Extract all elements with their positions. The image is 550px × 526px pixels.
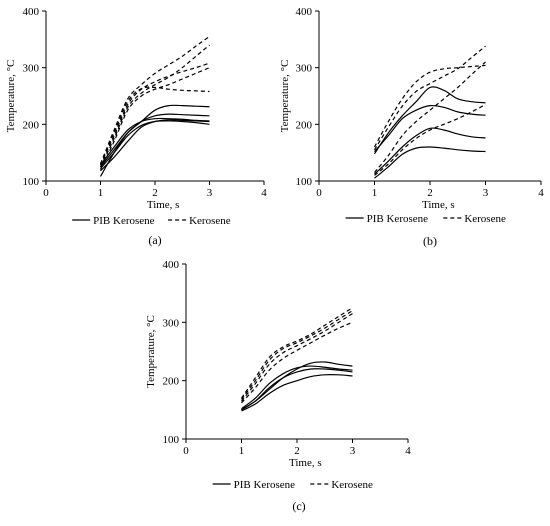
pib-kerosene-series-line [100,119,210,172]
x-tick-label: 3 [207,187,213,199]
legend-label-kerosene: Kerosene [189,215,231,227]
y-tick-label: 100 [296,176,313,188]
y-tick-label: 200 [163,376,180,388]
legend-label-kerosene: Kerosene [464,213,506,225]
legend-label-kerosene: Kerosene [331,479,373,491]
kerosene-series-line [99,67,210,170]
y-tick-label: 300 [296,63,313,75]
kerosene-series-line [99,36,210,165]
pib-kerosene-series-line [100,120,210,169]
y-tick-label: 200 [296,119,313,131]
chart-panel-3: 100 200 300 400 0 1 2 3 4 Time, s Temperature, °C P… [145,259,411,513]
kerosene-series-line [374,61,486,173]
pib-kerosene-series-line [374,146,486,179]
pib-kerosene-series-line [100,117,210,166]
y-axis-title: Temperature, °C [279,60,291,133]
legend-label-pib-kerosene: PIB Kerosene [367,213,429,225]
y-tick-label: 400 [23,6,40,18]
kerosene-series-line [374,103,486,176]
x-axis-title: Time, s [289,457,322,469]
x-tick-label: 2 [152,187,158,199]
x-tick-label: 0 [316,187,322,199]
x-tick-label: 4 [538,187,544,199]
y-tick-label: 100 [163,434,180,446]
x-tick-label: 2 [294,445,300,457]
kerosene-series-line [241,310,353,400]
x-tick-label: 3 [350,445,356,457]
kerosene-series-line [241,321,353,404]
x-tick-label: 3 [483,187,489,199]
x-tick-label: 4 [405,445,411,457]
x-tick-label: 1 [98,187,104,199]
pib-kerosene-series-line [374,127,486,175]
panel-label: (b) [423,234,437,248]
x-tick-label: 0 [43,187,49,199]
kerosene-series-line [99,44,210,168]
pib-kerosene-series-line [241,374,353,412]
x-tick-label: 1 [239,445,245,457]
panel-label: (c) [292,499,305,513]
x-tick-label: 1 [372,187,378,199]
pib-kerosene-series-line [99,113,210,177]
pib-kerosene-series-line [100,104,210,168]
pib-kerosene-series-line [241,368,353,411]
y-tick-label: 300 [23,63,40,75]
y-tick-label: 400 [163,259,180,271]
x-tick-label: 4 [261,187,267,199]
kerosene-series-line [99,62,210,166]
legend-label-pib-kerosene: PIB Kerosene [93,215,155,227]
y-tick-label: 300 [163,317,180,329]
pib-kerosene-series-line [373,86,486,155]
y-tick-label: 100 [23,176,40,188]
panel-label: (a) [148,233,161,247]
pib-kerosene-series-line [241,365,353,410]
legend-label-pib-kerosene: PIB Kerosene [234,479,296,491]
x-tick-label: 2 [427,187,433,199]
x-axis-title: Time, s [422,199,455,211]
y-axis-title: Temperature, °C [5,60,17,133]
kerosene-series-line [241,313,353,402]
kerosene-series-line [373,64,486,148]
kerosene-series-line [99,86,210,165]
y-tick-label: 400 [296,6,313,18]
x-axis-title: Time, s [147,199,180,211]
chart-panel-2: 100 200 300 400 0 1 2 3 4 Time, s Temperature, °C P… [279,6,544,248]
chart-panel-1: 100 200 300 400 0 1 2 3 4 Time, s Temperature, °C P… [5,6,267,247]
kerosene-series-line [373,45,486,151]
y-tick-label: 200 [23,119,40,131]
y-axis-title: Temperature, °C [145,315,157,388]
x-tick-label: 0 [183,445,189,457]
